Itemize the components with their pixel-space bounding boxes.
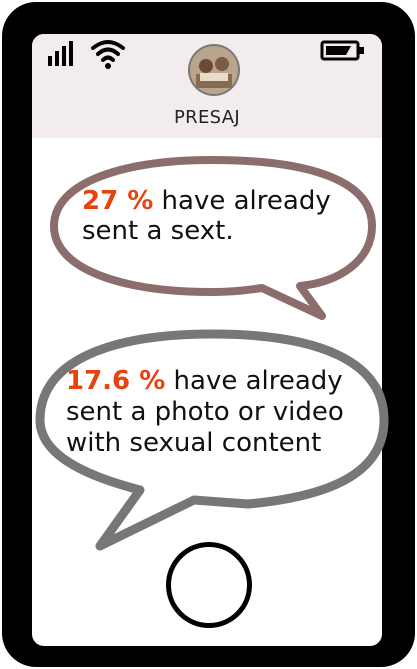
battery-icon bbox=[320, 40, 364, 61]
bubble-1-text: 27 % have already sent a sext. bbox=[82, 186, 362, 246]
contact-avatar[interactable] bbox=[188, 44, 240, 96]
bubble-2-stat: 17.6 % bbox=[66, 366, 166, 396]
bubble-1-line2: sent a sext. bbox=[82, 216, 234, 246]
speech-bubble-2 bbox=[35, 329, 389, 551]
bubble-1-stat: 27 % bbox=[82, 186, 154, 216]
speech-bubble-1 bbox=[50, 156, 376, 320]
bubble-2-line1: have already bbox=[165, 366, 343, 396]
bubble-2-line3: with sexual content bbox=[66, 428, 322, 458]
bubble-1-line1: have already bbox=[153, 186, 331, 216]
home-button[interactable] bbox=[166, 542, 252, 628]
signal-icon bbox=[48, 41, 73, 66]
bubble-2-line2: sent a photo or video bbox=[66, 397, 344, 427]
wifi-icon bbox=[91, 40, 125, 69]
chat-header: PRESAJ bbox=[32, 34, 382, 138]
contact-name: PRESAJ bbox=[174, 107, 240, 128]
bubble-2-text: 17.6 % have already sent a photo or vide… bbox=[66, 366, 386, 459]
